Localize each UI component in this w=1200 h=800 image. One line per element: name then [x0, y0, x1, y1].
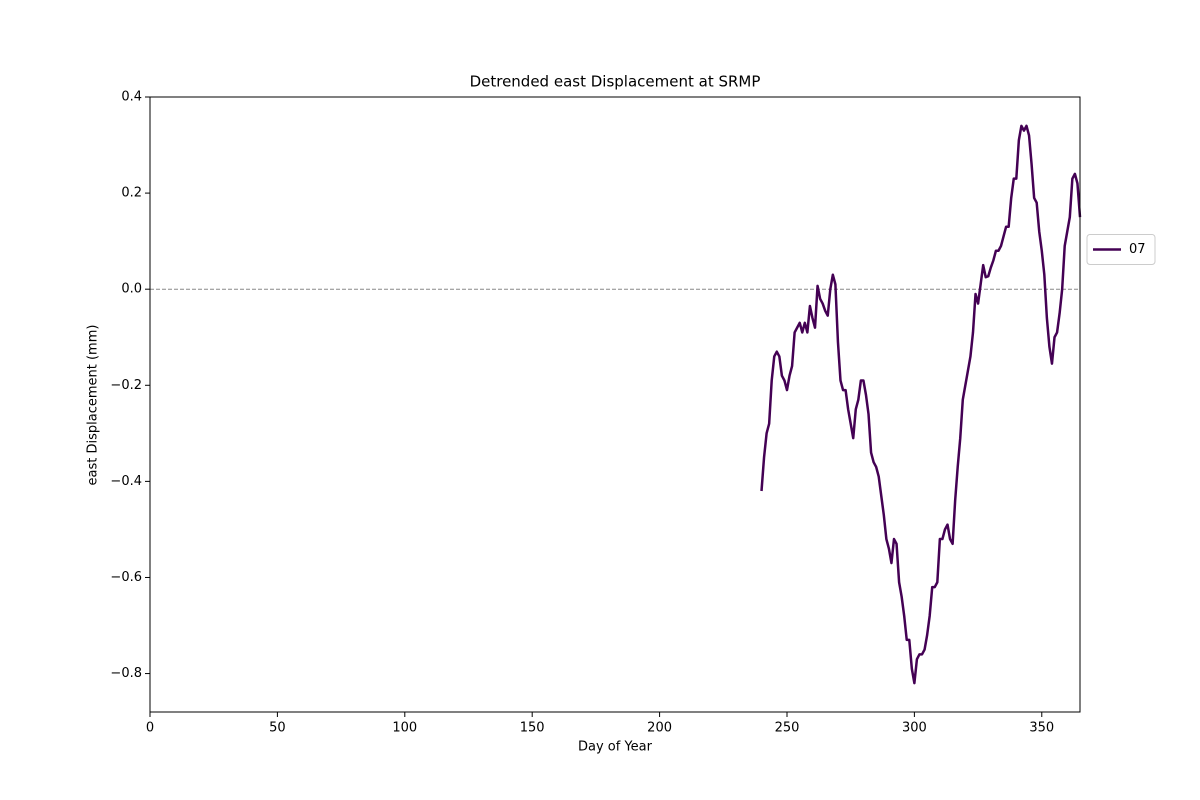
y-tick-label: 0.4 — [121, 90, 142, 105]
y-tick-label: −0.2 — [110, 378, 142, 393]
x-tick-label: 200 — [647, 721, 672, 736]
x-tick-label: 50 — [269, 721, 286, 736]
legend-label: 07 — [1129, 242, 1146, 257]
x-tick-label: 0 — [146, 721, 154, 736]
x-tick-label: 350 — [1029, 721, 1054, 736]
y-tick-label: 0.2 — [121, 186, 142, 201]
y-tick-label: −0.8 — [110, 666, 142, 681]
x-tick-label: 150 — [520, 721, 545, 736]
y-tick-label: 0.0 — [121, 282, 142, 297]
chart-title: Detrended east Displacement at SRMP — [470, 73, 761, 91]
y-axis-label: east Displacement (mm) — [86, 325, 101, 486]
data-line — [760, 124, 1082, 685]
y-tick-label: −0.6 — [110, 570, 142, 585]
x-tick-label: 300 — [902, 721, 927, 736]
y-tick-label: −0.4 — [110, 474, 142, 489]
x-tick-label: 250 — [775, 721, 800, 736]
x-tick-label: 100 — [392, 721, 417, 736]
plot-frame — [149, 96, 1081, 713]
x-axis-label: Day of Year — [578, 740, 653, 755]
